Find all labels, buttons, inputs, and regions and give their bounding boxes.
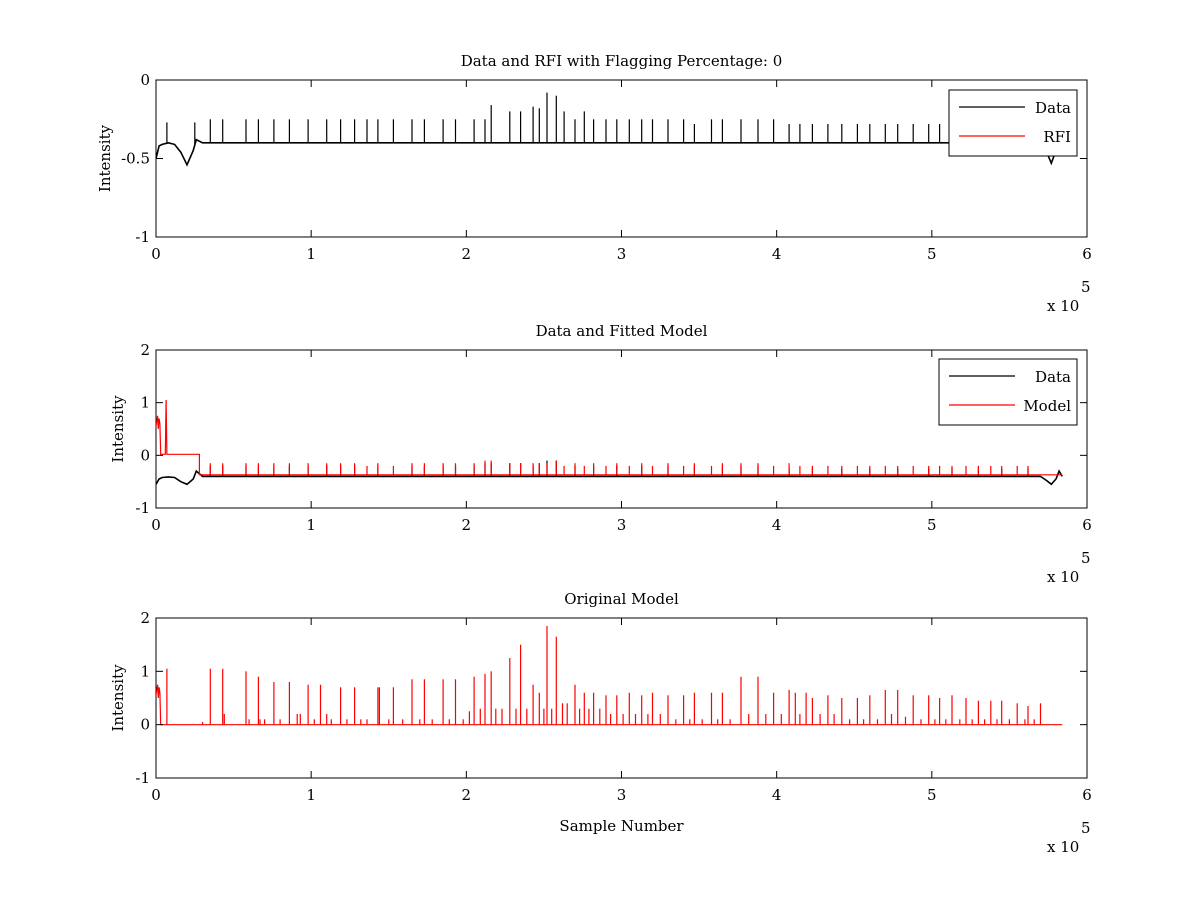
x-tick-label: 1 [306, 516, 316, 534]
series-model-line [156, 399, 1063, 476]
y-tick-label: 2 [140, 609, 150, 627]
y-tick-label: -0.5 [121, 150, 150, 168]
x-tick-label: 4 [772, 516, 782, 534]
chart-title: Data and Fitted Model [536, 322, 708, 340]
x-tick-label: 5 [927, 786, 937, 804]
y-tick-label: 2 [140, 341, 150, 359]
subplot-1: 0 1 2 3 4 5 6 -1 -0.5 0 Data and RFI with Flagging… [96, 52, 1092, 315]
x-tick-label: 3 [617, 245, 627, 263]
legend-label-data: Data [1035, 99, 1071, 117]
x-multiplier-label: x 10 [1047, 568, 1079, 586]
x-tick-label: 1 [306, 786, 316, 804]
y-tick-label: 0 [140, 71, 150, 89]
x-tick-label: 0 [151, 245, 161, 263]
x-multiplier-exponent: 5 [1081, 549, 1091, 567]
series-data-line [156, 469, 1063, 486]
x-tick-label: 0 [151, 516, 161, 534]
legend: Data Model [938, 358, 1078, 426]
plot-frame [155, 617, 1088, 779]
x-tick-label: 2 [462, 245, 472, 263]
x-tick-label: 4 [772, 245, 782, 263]
x-multiplier-exponent: 5 [1081, 278, 1091, 296]
x-multiplier-exponent: 5 [1081, 819, 1091, 837]
legend-box [938, 358, 1078, 426]
x-multiplier-label: x 10 [1047, 297, 1079, 315]
legend: Data RFI [948, 89, 1078, 157]
x-tick-label: 2 [462, 516, 472, 534]
plot-data [156, 626, 1063, 726]
x-tick-label: 2 [462, 786, 472, 804]
x-tick-label: 5 [927, 245, 937, 263]
x-tick-label: 1 [306, 245, 316, 263]
y-tick-label: -1 [135, 499, 150, 517]
x-tick-label: 6 [1082, 516, 1092, 534]
y-tick-label: 1 [140, 662, 150, 680]
chart-title: Data and RFI with Flagging Percentage: 0 [461, 52, 783, 70]
chart-title: Original Model [564, 590, 679, 608]
plot-data [156, 399, 1063, 486]
plot-frame [155, 349, 1088, 509]
x-tick-label: 6 [1082, 245, 1092, 263]
x-multiplier-label: x 10 [1047, 838, 1079, 856]
y-tick-label: 0 [140, 446, 150, 464]
x-tick-label: 6 [1082, 786, 1092, 804]
legend-label-rfi: RFI [1043, 128, 1071, 146]
y-axis-label: Intensity [96, 124, 114, 192]
y-tick-label: -1 [135, 228, 150, 246]
x-tick-label: 3 [617, 516, 627, 534]
y-axis-label: Intensity [109, 664, 127, 732]
y-tick-label: 1 [140, 394, 150, 412]
y-tick-label: 0 [140, 716, 150, 734]
x-tick-label: 5 [927, 516, 937, 534]
x-axis-label: Sample Number [559, 817, 684, 835]
legend-label-data: Data [1035, 368, 1071, 386]
x-tick-label: 3 [617, 786, 627, 804]
plot-frame [155, 79, 1088, 238]
x-tick-label: 0 [151, 786, 161, 804]
legend-box [948, 89, 1078, 157]
x-tick-label: 4 [772, 786, 782, 804]
y-axis-label: Intensity [109, 395, 127, 463]
legend-label-model: Model [1023, 397, 1071, 415]
y-tick-label: -1 [135, 769, 150, 787]
